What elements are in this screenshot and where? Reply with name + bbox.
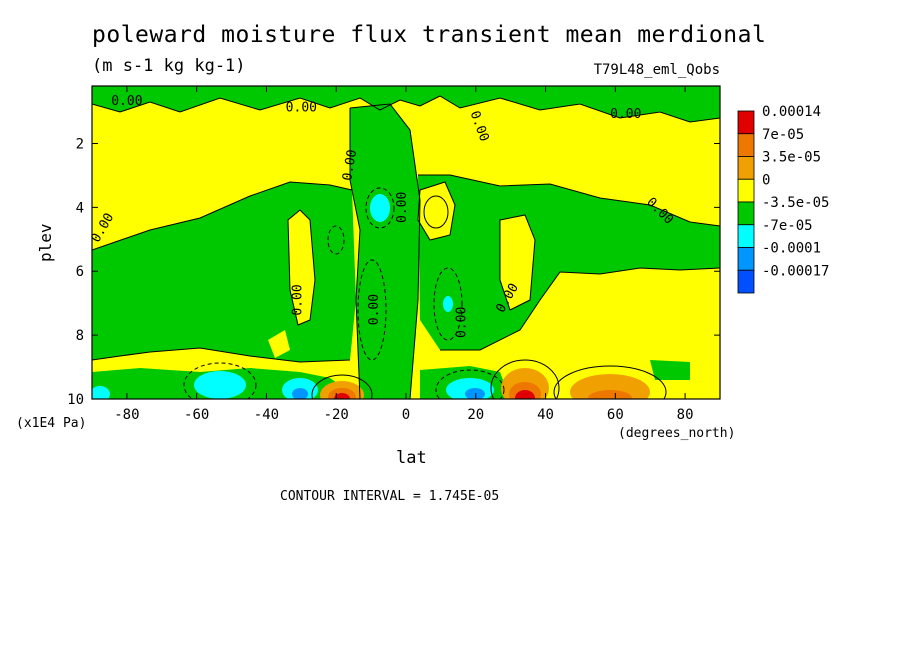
- chart-title: poleward moisture flux transient mean me…: [92, 22, 767, 48]
- cyan-min-6: [92, 386, 110, 399]
- chart-units: (m s-1 kg kg-1): [92, 56, 246, 76]
- experiment-label: T79L48_eml_Qobs: [593, 62, 720, 78]
- contour-interval: CONTOUR INTERVAL = 1.745E-05: [280, 489, 500, 504]
- yellow-island-small: [268, 330, 290, 358]
- contour-field: [92, 86, 720, 399]
- colorbar-swatch: [737, 269, 755, 294]
- x-tick-label: 0: [402, 407, 410, 423]
- colorbar-swatch: [737, 133, 755, 157]
- x-tick-label: 40: [537, 407, 554, 423]
- colorbar-label: -3.5e-05: [762, 195, 829, 211]
- colorbar-swatch: [737, 110, 755, 135]
- x-tick-label: 80: [677, 407, 694, 423]
- y-axis-label: plev: [36, 223, 55, 262]
- x-axis-units: (degrees_north): [618, 426, 736, 441]
- y-tick-label: 2: [76, 136, 84, 152]
- cyan-min-5: [443, 296, 453, 312]
- colorbar-label: 7e-05: [762, 127, 804, 143]
- colorbar-label: 0: [762, 172, 770, 188]
- colorbar-label: 3.5e-05: [762, 150, 821, 166]
- x-tick-label: -40: [254, 407, 279, 423]
- center-negative-column: [350, 104, 420, 399]
- contour-label-zero: 0.00: [286, 101, 317, 116]
- red-max-2: [515, 390, 535, 399]
- top-negative-band: [92, 86, 720, 122]
- x-tick-label: -80: [114, 407, 139, 423]
- x-tick-label: 20: [467, 407, 484, 423]
- contour-label-zero: 0.00: [395, 192, 410, 223]
- cyan-min-1: [194, 371, 246, 399]
- colorbar-swatch: [737, 201, 755, 226]
- x-tick-label: -60: [184, 407, 209, 423]
- yellow-island-west: [288, 210, 315, 325]
- contour-label-zero: 0.00: [454, 307, 469, 338]
- contour-label-zero: 0.00: [111, 94, 142, 109]
- colorbar-swatch: [737, 247, 755, 271]
- east-negative-region: [418, 175, 720, 350]
- blue-min-3: [465, 388, 485, 399]
- colorbar-label: -0.00017: [762, 263, 829, 279]
- colorbar-swatch: [737, 224, 755, 248]
- orange-max-3b: [588, 390, 632, 399]
- yellow-island-center: [418, 182, 455, 240]
- contour-label-zero: 0.00: [367, 294, 382, 325]
- colorbar-label: -7e-05: [762, 218, 813, 234]
- contour-label-zero: 0.00: [610, 107, 641, 122]
- contour-label-zero: 0.00: [340, 149, 360, 182]
- contour-label-zero: 0.00: [290, 284, 305, 315]
- y-tick-label: 4: [76, 200, 84, 216]
- blue-min-2: [292, 388, 308, 399]
- colorbar-label: -0.0001: [762, 241, 821, 257]
- x-axis-label: lat: [396, 448, 427, 468]
- yellow-island-east: [500, 215, 535, 310]
- y-axis-units: (x1E4 Pa): [16, 416, 87, 431]
- x-tick-label: 60: [607, 407, 624, 423]
- cyan-min-4: [370, 194, 390, 222]
- colorbar-legend: 0.00014 7e-05 3.5e-05 0 -3.5e-05 -7e-05 -0.000…: [737, 104, 829, 294]
- y-tick-label: 6: [76, 264, 84, 280]
- y-axis: 2 4 6 8 10: [67, 136, 720, 408]
- colorbar-swatch: [737, 178, 755, 203]
- y-tick-label: 10: [67, 392, 84, 408]
- y-tick-label: 8: [76, 328, 84, 344]
- contour-lines: [92, 95, 720, 399]
- colorbar-label: 0.00014: [762, 104, 821, 120]
- colorbar-swatch: [737, 156, 755, 180]
- orange-max-3: [570, 374, 650, 399]
- x-tick-label: -20: [324, 407, 349, 423]
- x-axis: -80 -60 -40 -20 0 20 40 60 80: [114, 86, 694, 423]
- bottom-negative-band-far-east: [650, 360, 690, 380]
- red-max-1: [334, 393, 350, 399]
